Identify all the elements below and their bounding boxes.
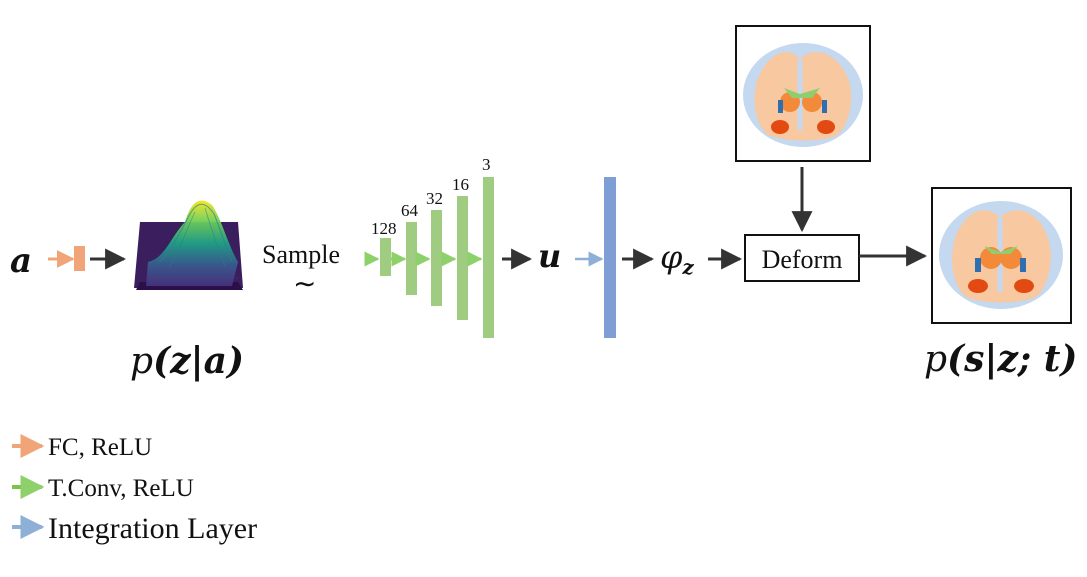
u-label: u: [538, 237, 561, 275]
conv-layer-128: [380, 238, 391, 276]
sample-tilde: ∼: [293, 269, 316, 300]
conv-layer-64: [406, 222, 417, 295]
input-a-label: a: [10, 241, 32, 281]
conv-channel-64: 64: [401, 201, 419, 220]
legend-conv-label: T.Conv, ReLU: [48, 475, 194, 502]
transposed-conv-stack: 128 64 32 16 3: [364, 155, 494, 338]
gaussian-surface-icon: [134, 200, 243, 290]
brain-segmentation-icon: [931, 187, 1072, 324]
sample-label: Sample: [262, 240, 340, 269]
legend-fc-label: FC, ReLU: [48, 434, 152, 461]
conv-layer-16: [457, 196, 468, 320]
conv-layer-3: [483, 177, 494, 338]
fc-layer-block: [74, 246, 85, 271]
conv-channel-16: 16: [452, 175, 469, 194]
conv-channel-32: 32: [426, 189, 443, 208]
legend: FC, ReLU T.Conv, ReLU Integration Layer: [12, 434, 257, 545]
conv-channel-128: 128: [371, 219, 397, 238]
deform-box: [744, 234, 860, 282]
conv-layer-32: [431, 210, 442, 306]
conv-channel-3: 3: [482, 155, 491, 174]
integration-layer-block: [604, 177, 616, 338]
brain-atlas-icon: [735, 25, 871, 162]
output-label: p(s|z; t): [924, 338, 1077, 380]
phi-label: φz: [660, 238, 694, 279]
deform-label: Deform: [762, 245, 843, 274]
legend-integration-label: Integration Layer: [48, 512, 257, 545]
distribution-label: p(z|a): [130, 340, 244, 382]
